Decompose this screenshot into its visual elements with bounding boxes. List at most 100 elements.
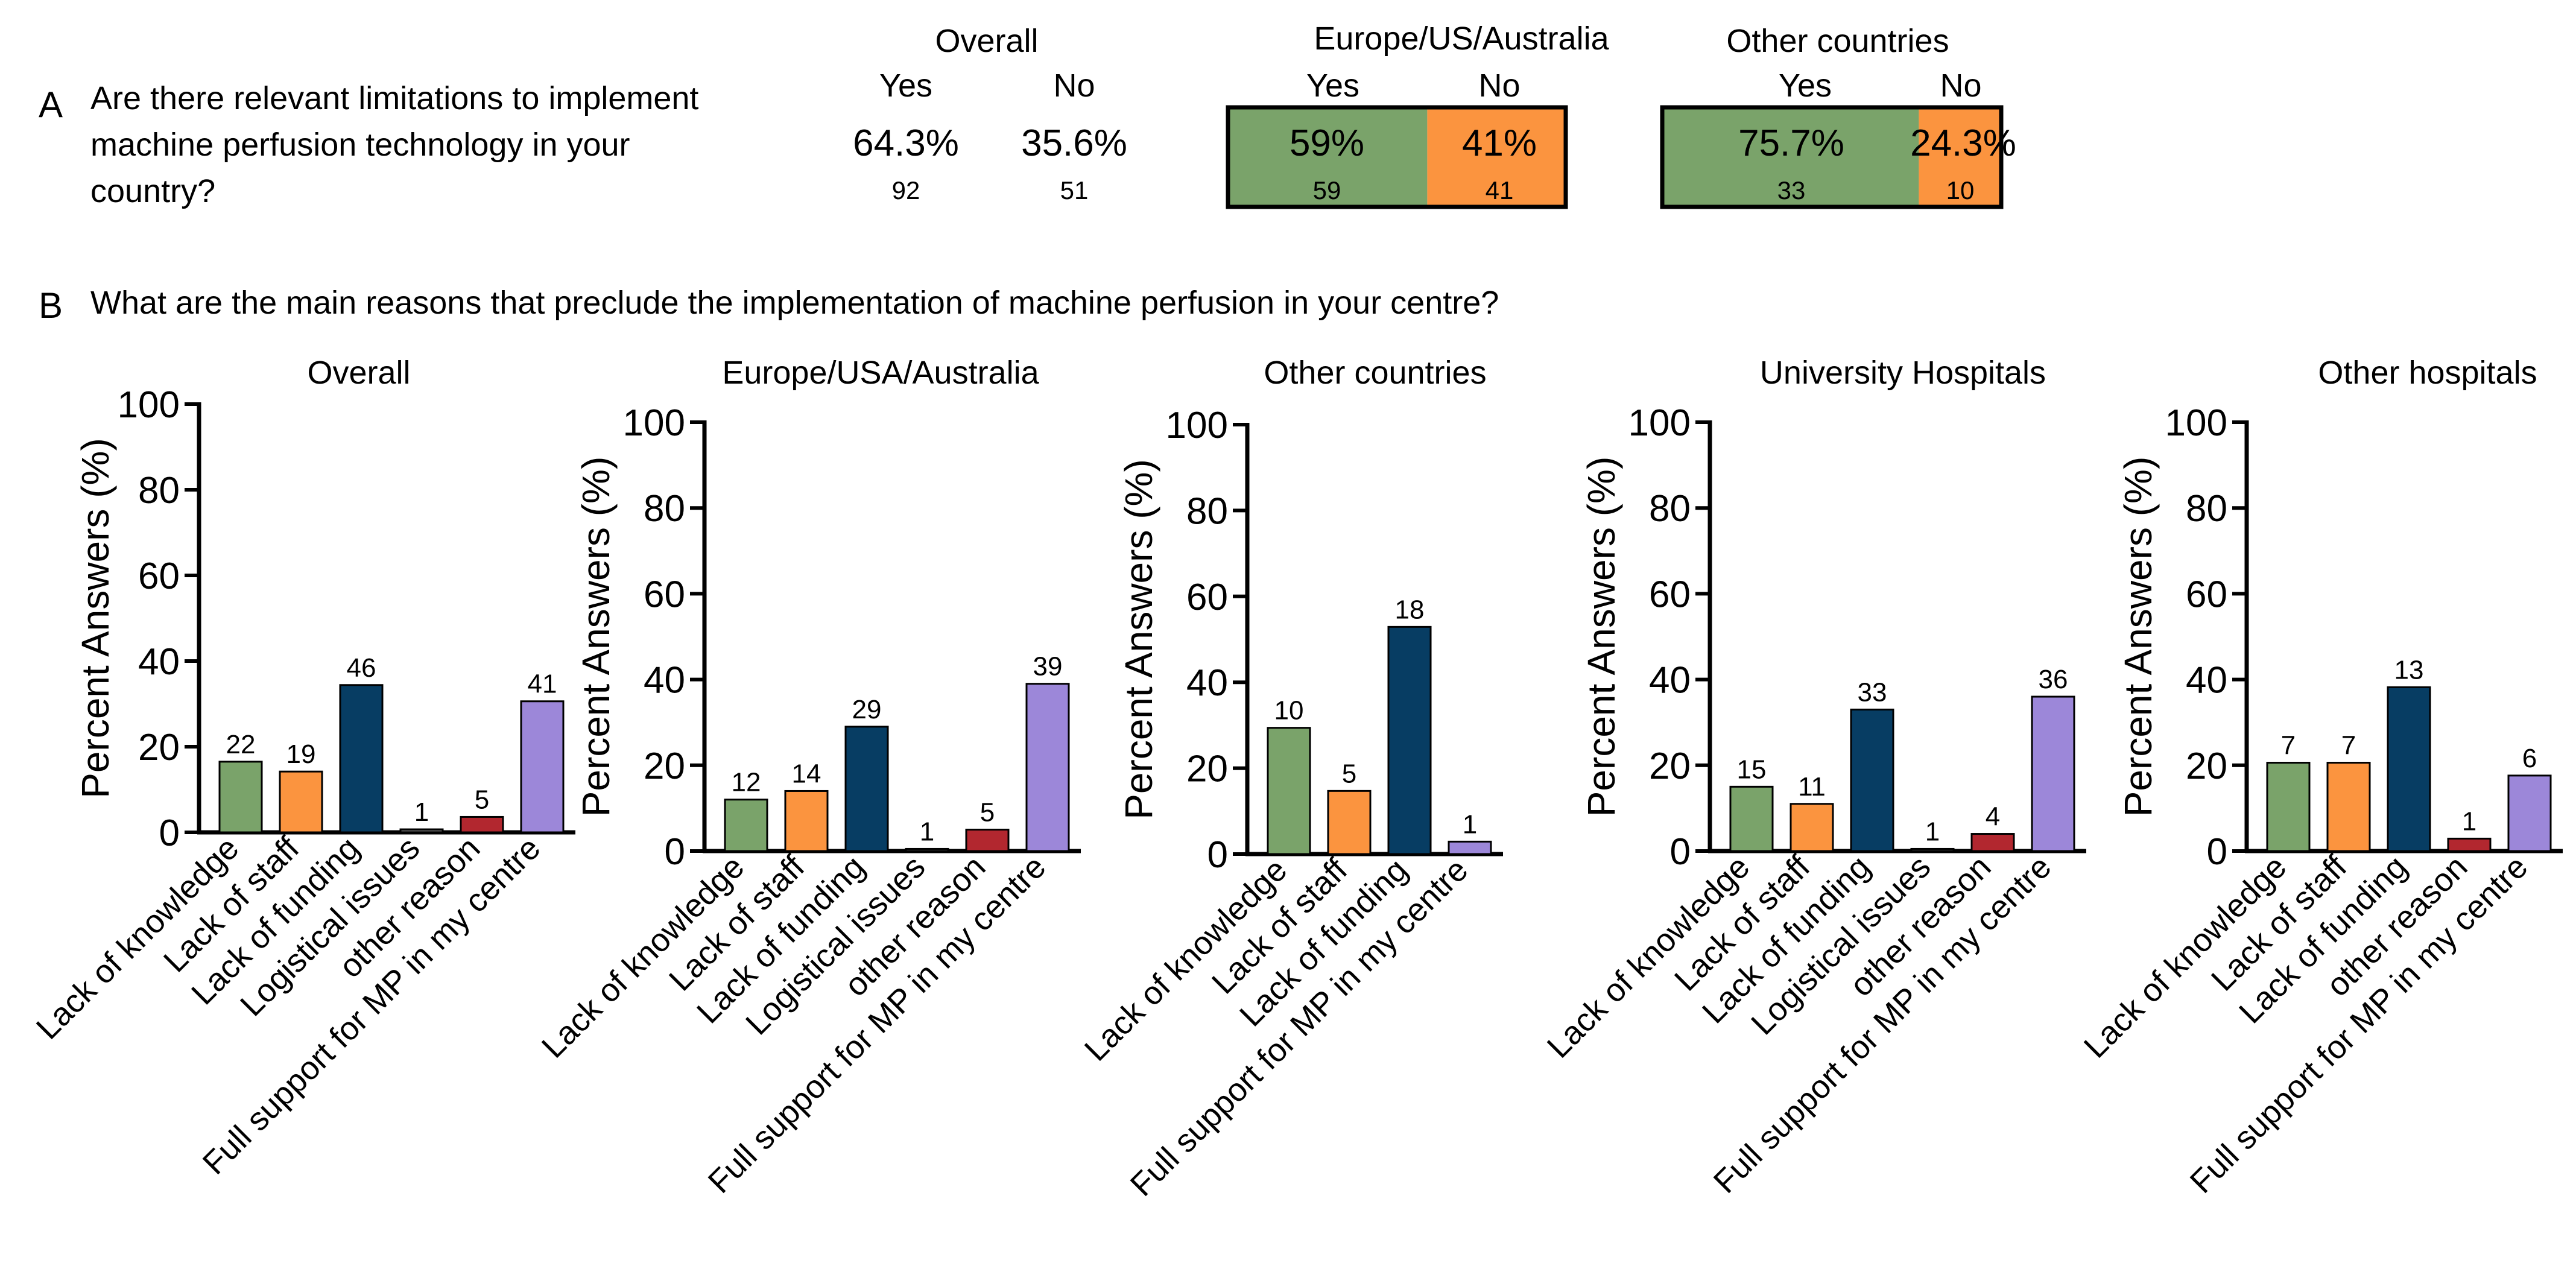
summary-overall-yes-pct: 64.3%: [853, 122, 959, 164]
summary-overall-yes-label: Yes: [879, 68, 932, 104]
bar: [2507, 774, 2552, 852]
summary-europe-no-pct: 41%: [1462, 122, 1537, 164]
bar: [2447, 837, 2492, 852]
y-tick-label: 20: [1186, 749, 1228, 790]
summary-europe: Europe/US/Australia Yes No 59% 41% 59 41: [1226, 21, 1610, 209]
summary-europe-no-label: No: [1478, 68, 1520, 104]
bar-value-label: 7: [2281, 731, 2296, 761]
y-tick-label: 80: [138, 470, 180, 511]
chart-title: Overall: [307, 355, 410, 391]
summary-overall-no-pct: 35.6%: [1021, 122, 1127, 164]
summary-europe-no-n: 41: [1486, 176, 1514, 204]
bar: [1850, 708, 1894, 852]
summary-other-yes-label: Yes: [1779, 68, 1832, 104]
bar: [1448, 840, 1492, 855]
bar: [339, 684, 384, 834]
bar-value-label: 19: [286, 739, 316, 769]
y-tick-label: 60: [644, 574, 685, 615]
summary-other-no-label: No: [1940, 68, 1981, 104]
y-tick-label: 0: [665, 831, 685, 873]
summary-europe-yes-label: Yes: [1306, 68, 1359, 104]
chart-europe-usa-australia: Europe/USA/Australia Percent Answers (%) 0…: [535, 355, 1081, 1200]
y-tick-label: 0: [159, 812, 180, 854]
y-tick-label: 20: [1649, 745, 1691, 787]
panel-a: A Are there relevant limitations to impl…: [39, 21, 2016, 209]
bar: [724, 799, 768, 852]
panel-b: B What are the main reasons that preclud…: [39, 285, 1499, 326]
bar: [2326, 762, 2371, 852]
summary-other-yes-segment: [1662, 107, 1919, 207]
summary-overall-no-label: No: [1053, 68, 1095, 104]
chart-title: Other hospitals: [2318, 355, 2537, 391]
bar: [965, 828, 1010, 852]
summary-other-title: Other countries: [1726, 23, 1949, 59]
summary-overall-no-n: 51: [1060, 176, 1089, 204]
y-tick-label: 40: [138, 641, 180, 683]
summary-europe-yes-segment: [1228, 107, 1428, 207]
y-tick-label: 80: [1649, 488, 1691, 530]
chart-title: Europe/USA/Australia: [722, 355, 1039, 391]
bar-value-label: 1: [1463, 809, 1477, 839]
bar-value-label: 13: [2394, 655, 2424, 685]
y-axis-label: Percent Answers (%): [1580, 457, 1623, 817]
y-tick-label: 20: [2186, 745, 2227, 787]
bar-value-label: 1: [414, 797, 429, 827]
bar: [2387, 686, 2431, 852]
y-tick-label: 80: [644, 488, 685, 530]
bar: [784, 790, 829, 852]
bar: [279, 770, 323, 834]
y-tick-label: 100: [118, 384, 180, 426]
panel-a-question-line-1: Are there relevant limitations to implem…: [90, 80, 698, 116]
y-tick-label: 100: [2165, 402, 2227, 444]
bar-value-label: 1: [1925, 817, 1940, 846]
bar-value-label: 1: [2462, 806, 2476, 836]
bar-value-label: 10: [1274, 696, 1304, 726]
summary-europe-no-segment: [1427, 107, 1566, 207]
y-tick-label: 0: [1670, 831, 1691, 873]
bar-value-label: 1: [920, 817, 934, 846]
summary-overall: Overall Yes No 64.3% 35.6% 92 51: [853, 23, 1127, 204]
summary-other-no-pct: 24.3%: [1910, 122, 2016, 164]
panel-a-question-line-3: country?: [90, 173, 215, 209]
bar-value-label: 39: [1033, 652, 1063, 682]
summary-europe-yes-n: 59: [1313, 176, 1341, 204]
y-tick-label: 80: [2186, 488, 2227, 530]
y-tick-label: 40: [1649, 660, 1691, 701]
summary-other-no-segment: [1919, 107, 2001, 207]
bar-value-label: 33: [1858, 677, 1887, 707]
bar: [844, 726, 889, 852]
summary-europe-frame: [1226, 105, 1568, 209]
y-tick-label: 100: [1628, 402, 1691, 444]
bar: [218, 761, 263, 834]
bar-value-label: 41: [528, 669, 557, 699]
bar: [1790, 803, 1834, 852]
summary-other-frame: [1660, 105, 2004, 209]
bar-value-label: 36: [2039, 665, 2068, 694]
y-tick-label: 20: [138, 727, 180, 768]
bar: [1327, 790, 1372, 855]
bar: [399, 828, 444, 834]
y-axis-label: Percent Answers (%): [74, 438, 117, 799]
bar: [1025, 683, 1070, 852]
y-tick-label: 60: [1649, 574, 1691, 615]
chart-title: Other countries: [1264, 355, 1486, 391]
summary-other: Other countries Yes No 75.7% 24.3% 33 10: [1660, 23, 2016, 209]
bar-value-label: 18: [1395, 595, 1425, 624]
bar-value-label: 5: [1342, 759, 1356, 788]
bar: [460, 815, 504, 834]
summary-overall-yes-n: 92: [892, 176, 920, 204]
y-axis-label: Percent Answers (%): [2116, 457, 2160, 817]
bar-value-label: 22: [226, 730, 256, 759]
y-tick-label: 80: [1186, 490, 1228, 532]
summary-europe-title: Europe/US/Australia: [1314, 21, 1609, 57]
bar: [1729, 785, 1774, 852]
y-tick-label: 60: [1186, 577, 1228, 618]
bar: [2266, 762, 2311, 852]
bar: [520, 700, 565, 834]
bar-value-label: 15: [1737, 755, 1767, 784]
bar: [905, 847, 949, 852]
summary-other-yes-n: 33: [1777, 176, 1806, 204]
chart-other-hospitals: Other hospitals Percent Answers (%) 0 20 40 6…: [2077, 355, 2563, 1200]
bar: [1387, 625, 1432, 855]
